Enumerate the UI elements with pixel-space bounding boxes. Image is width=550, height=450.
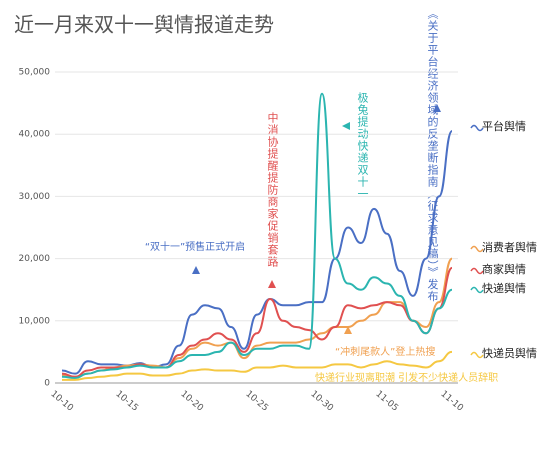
x-tick-label: 10-30 — [308, 389, 335, 414]
legend-label: 平台舆情 — [482, 119, 526, 133]
legend-label: 商家舆情 — [482, 262, 526, 276]
x-tick-label: 11-10 — [438, 389, 465, 414]
x-tick-label: 10-25 — [243, 389, 269, 413]
x-tick-label: 10-10 — [48, 389, 75, 414]
annotation: 极兔提动快递双十一 — [356, 91, 369, 200]
series-line — [61, 130, 453, 375]
legend-icon — [470, 286, 484, 294]
y-tick-label: 10,000 — [19, 316, 51, 326]
legend-icon — [470, 124, 484, 132]
y-tick-label: 20,000 — [19, 254, 51, 264]
chart-title: 近一月来双十一舆情报道走势 — [14, 13, 274, 37]
annotation: 中消协提醒提防商家促销套路 — [266, 112, 279, 268]
annotation-marker — [344, 326, 352, 334]
x-tick-label: 10-15 — [113, 389, 139, 413]
y-tick-label: 0 — [44, 379, 50, 389]
y-tick-label: 30,000 — [19, 192, 51, 202]
annotation: “冲刺尾款人”登上热搜 — [335, 345, 435, 358]
series-line — [61, 266, 453, 378]
annotation-marker — [433, 104, 441, 112]
legend-icon — [470, 245, 484, 253]
annotation: “双十一”预售正式开启 — [145, 240, 245, 253]
series-line — [61, 257, 453, 378]
annotation: 快递行业现离职潮 引发不少快递人员辞职 — [315, 371, 498, 384]
legend-label: 消费者舆情 — [482, 240, 537, 254]
legend-icon — [470, 267, 484, 275]
x-tick-label: 10-20 — [178, 389, 205, 414]
series-line — [61, 350, 453, 381]
legend-label: 快递舆情 — [482, 281, 526, 295]
y-tick-label: 40,000 — [19, 130, 51, 140]
legend-label: 快递员舆情 — [482, 346, 537, 360]
legend-icon — [470, 351, 484, 359]
annotation-marker — [342, 122, 350, 130]
annotation-marker — [192, 266, 200, 274]
series-line — [61, 92, 453, 380]
annotation: 《关于平台经济领域的反垄断指南（征求意见稿）》发布 — [426, 8, 439, 303]
annotation-marker — [268, 280, 276, 288]
x-tick-label: 11-05 — [373, 389, 399, 413]
y-tick-label: 50,000 — [19, 68, 51, 78]
